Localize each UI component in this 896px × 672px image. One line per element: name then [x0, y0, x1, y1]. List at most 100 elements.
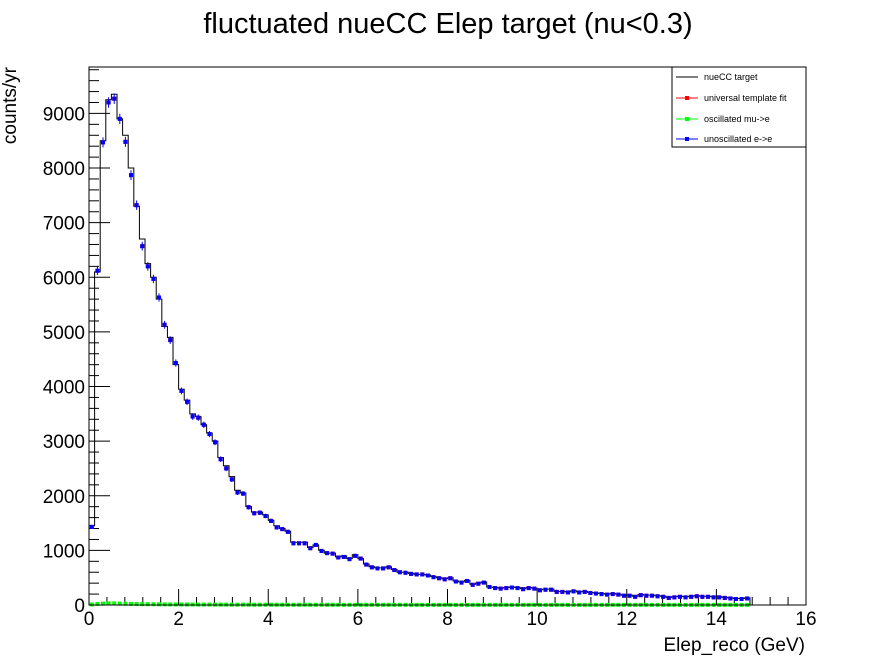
unoscillated-e-e-marker: [644, 593, 649, 598]
y-tick-label: 9000: [43, 104, 85, 125]
oscillated-mu-e-marker: [134, 602, 139, 607]
unoscillated-e-e-marker: [425, 573, 430, 578]
unoscillated-e-e-marker: [218, 457, 223, 462]
oscillated-mu-e-marker: [173, 602, 178, 607]
oscillated-mu-e-marker: [101, 601, 106, 606]
y-tick-label: 6000: [43, 268, 85, 289]
unoscillated-e-e-marker: [442, 577, 447, 582]
unoscillated-e-e-marker: [375, 566, 380, 571]
unoscillated-e-e-marker: [112, 96, 117, 101]
unoscillated-e-e-marker: [397, 570, 402, 575]
unoscillated-e-e-marker: [364, 562, 369, 567]
unoscillated-e-e-marker: [246, 505, 251, 510]
unoscillated-e-e-marker: [661, 594, 666, 599]
unoscillated-e-e-marker: [672, 595, 677, 600]
unoscillated-e-e-marker: [392, 568, 397, 573]
unoscillated-e-e-marker: [728, 596, 733, 601]
unoscillated-e-e-marker: [358, 556, 363, 561]
unoscillated-e-e-marker: [347, 557, 352, 562]
unoscillated-e-e-marker: [269, 518, 274, 523]
unoscillated-e-e-marker: [336, 555, 341, 560]
unoscillated-e-e-marker: [722, 595, 727, 600]
y-tick-label: 4000: [43, 378, 85, 399]
y-tick-label: 2000: [43, 487, 85, 508]
unoscillated-e-e-marker: [101, 140, 106, 145]
unoscillated-e-e-marker: [140, 244, 145, 249]
oscillated-mu-e-marker: [89, 602, 94, 607]
unoscillated-e-e-marker: [420, 572, 425, 577]
unoscillated-e-e-marker: [521, 587, 526, 592]
unoscillated-e-e-marker: [537, 588, 542, 593]
unoscillated-e-e-marker: [683, 595, 688, 600]
x-tick-label: 6: [353, 609, 364, 630]
unoscillated-e-e-marker: [543, 587, 548, 592]
legend-universal-template-fit-marker: [685, 96, 689, 100]
y-tick-label: 3000: [43, 432, 85, 453]
unoscillated-e-e-marker: [179, 388, 184, 393]
unoscillated-e-e-marker: [285, 529, 290, 534]
legend-universal-template-fit-label: universal template fit: [704, 93, 787, 103]
legend-unoscillated-e-e-marker: [685, 137, 689, 141]
unoscillated-e-e-marker: [470, 582, 475, 587]
unoscillated-e-e-marker: [745, 596, 750, 601]
unoscillated-e-e-marker: [638, 593, 643, 598]
oscillated-mu-e-marker: [123, 601, 128, 606]
unoscillated-e-e-marker: [526, 586, 531, 591]
unoscillated-e-e-marker: [369, 565, 374, 570]
oscillated-mu-e-marker: [129, 601, 134, 606]
y-axis-title: counts/yr: [0, 66, 21, 144]
oscillated-mu-e-marker: [151, 602, 156, 607]
unoscillated-e-e-marker: [224, 466, 229, 471]
unoscillated-e-e-marker: [129, 173, 134, 178]
unoscillated-e-e-marker: [577, 590, 582, 595]
x-tick-label: 10: [527, 609, 548, 630]
oscillated-mu-e-marker: [168, 602, 173, 607]
unoscillated-e-e-marker: [252, 511, 257, 516]
x-tick-label: 0: [84, 609, 95, 630]
unoscillated-e-e-marker: [263, 513, 268, 518]
oscillated-mu-e-marker: [179, 602, 184, 607]
unoscillated-e-e-marker: [145, 264, 150, 269]
oscillated-mu-e-marker: [162, 602, 167, 607]
unoscillated-e-e-marker: [655, 594, 660, 599]
unoscillated-e-e-marker: [633, 594, 638, 599]
legend-oscillated-mu-e-marker: [685, 117, 689, 121]
legend: nueCC target universal template fit oscill…: [671, 66, 807, 148]
unoscillated-e-e-marker: [616, 592, 621, 597]
unoscillated-e-e-marker: [560, 589, 565, 594]
oscillated-mu-e-marker: [145, 602, 150, 607]
unoscillated-e-e-marker: [717, 595, 722, 600]
unoscillated-e-e-marker: [257, 510, 262, 515]
unoscillated-e-e-marker: [280, 527, 285, 532]
x-tick-label: 14: [706, 609, 728, 630]
unoscillated-e-e-marker: [739, 596, 744, 601]
unoscillated-e-e-marker: [694, 594, 699, 599]
unoscillated-e-e-marker: [241, 491, 246, 496]
unoscillated-e-e-marker: [313, 542, 318, 547]
unoscillated-e-e-marker: [409, 571, 414, 576]
unoscillated-e-e-marker: [571, 589, 576, 594]
unoscillated-e-e-marker: [106, 100, 111, 105]
unoscillated-e-e-marker: [185, 399, 190, 404]
oscillated-mu-e-marker: [95, 601, 100, 606]
unoscillated-e-e-marker: [610, 592, 615, 597]
oscillated-mu-e-marker: [140, 602, 145, 607]
unoscillated-e-e-marker: [403, 570, 408, 575]
x-tick-label: 2: [173, 609, 184, 630]
legend-box: [671, 66, 807, 148]
oscillated-mu-e-marker: [112, 601, 117, 606]
unoscillated-e-e-marker: [353, 553, 358, 558]
unoscillated-e-e-marker: [229, 477, 234, 482]
unoscillated-e-e-marker: [565, 590, 570, 595]
unoscillated-e-e-marker: [386, 565, 391, 570]
unoscillated-e-e-marker: [151, 276, 156, 281]
unoscillated-e-e-marker: [515, 586, 520, 591]
unoscillated-e-e-marker: [711, 595, 716, 600]
unoscillated-e-e-marker: [235, 490, 240, 495]
unoscillated-e-e-marker: [201, 422, 206, 427]
unoscillated-e-e-marker: [308, 546, 313, 551]
unoscillated-e-e-marker: [291, 541, 296, 546]
plot-frame: [88, 66, 807, 606]
oscillated-mu-e-marker: [117, 601, 122, 606]
